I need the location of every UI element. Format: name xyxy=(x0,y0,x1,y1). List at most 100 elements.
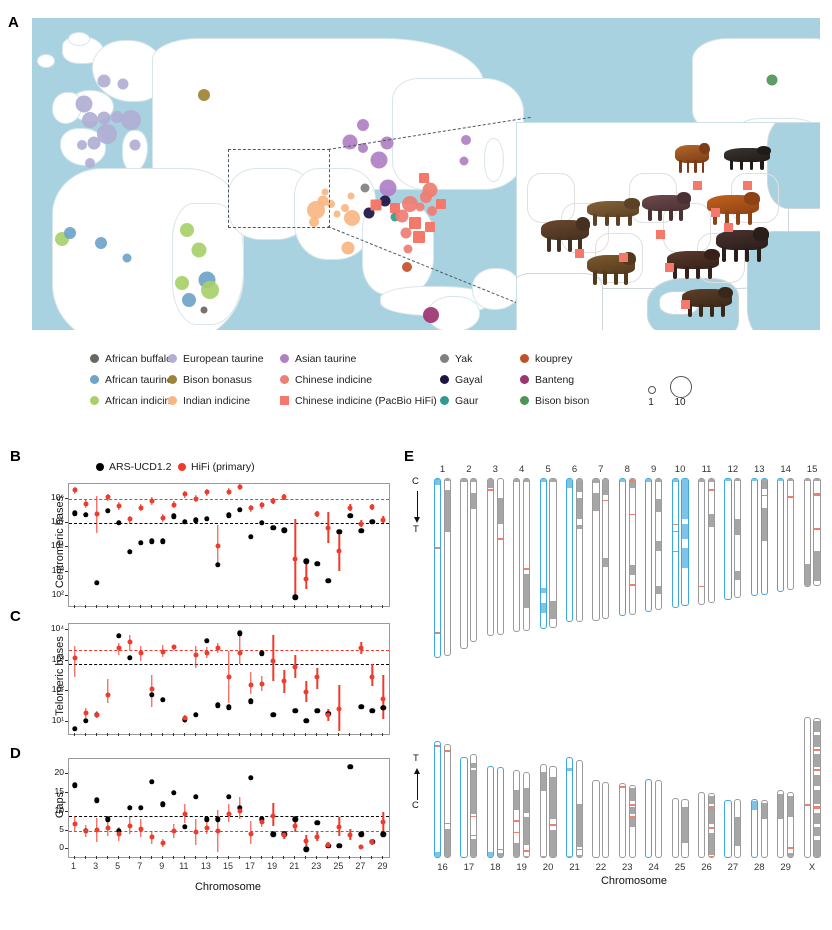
data-point xyxy=(347,763,354,770)
chromosome-ideogram xyxy=(777,478,785,592)
coverage-band xyxy=(778,479,784,482)
x-tick-label: 13 xyxy=(200,861,211,871)
gap-band xyxy=(672,523,678,526)
legend-item-label: Banteng xyxy=(535,373,575,386)
inset-landmass xyxy=(767,123,820,209)
legend-dot-marker xyxy=(90,375,99,384)
data-point xyxy=(292,708,298,714)
legend-dot-marker xyxy=(280,354,289,363)
chromosome-ideogram xyxy=(434,741,442,858)
legend-item-label: African taurine xyxy=(105,373,173,386)
coverage-band xyxy=(471,762,477,769)
data-point xyxy=(171,513,177,519)
chromosome-ideogram xyxy=(602,478,610,620)
data-point xyxy=(82,717,89,724)
y-tick-label: 15 xyxy=(54,785,64,796)
chromosome-ideogram xyxy=(486,478,494,637)
legend-item: Chinese indicine xyxy=(280,369,437,390)
map-sample-point xyxy=(342,134,358,150)
gap-band xyxy=(629,584,635,586)
coverage-band xyxy=(593,493,599,512)
data-point xyxy=(72,655,78,661)
size-legend-circle-large xyxy=(670,376,692,398)
data-point xyxy=(259,650,265,657)
x-tick-mark xyxy=(161,605,163,608)
chromosome-number-label: 25 xyxy=(674,862,686,873)
chromosome-ideogram xyxy=(750,478,758,597)
map-sample-point xyxy=(341,204,349,212)
coverage-band xyxy=(540,856,546,857)
data-point xyxy=(292,556,298,562)
chromosome-number-label: 19 xyxy=(516,862,527,873)
data-point xyxy=(138,805,144,811)
coverage-band xyxy=(487,851,493,857)
coverage-band xyxy=(603,479,609,495)
chromosome-number-label: 8 xyxy=(624,464,630,475)
data-point xyxy=(314,708,320,714)
map-inset-region-box xyxy=(228,149,330,228)
x-tick-mark xyxy=(239,856,241,859)
x-tick-mark xyxy=(150,856,152,859)
gap-band xyxy=(487,489,493,491)
coverage-band xyxy=(524,856,530,857)
chromosome-ideogram xyxy=(803,716,811,858)
cattle-leg xyxy=(624,270,629,286)
map-sample-point xyxy=(198,89,210,101)
data-point xyxy=(237,507,243,513)
cattle-photo xyxy=(724,143,771,171)
map-hifi-sample-marker xyxy=(390,203,400,213)
legend-item-label: kouprey xyxy=(535,352,573,365)
data-point xyxy=(380,819,386,825)
x-tick-mark xyxy=(316,856,318,859)
gap-band xyxy=(629,815,635,818)
coverage-band xyxy=(619,479,625,482)
legend-column: Asian taurine Chinese indicine Chinese ind… xyxy=(280,348,437,411)
map-sample-point xyxy=(129,139,141,151)
data-point xyxy=(270,712,276,718)
x-tick-mark xyxy=(371,856,373,859)
cattle-leg xyxy=(710,304,714,318)
chromosome-ideogram-panel: C T T C 1 2 3 4 5 6 7 8 9 10 11 12 13 14 15 16 17 18 19 20… xyxy=(406,450,832,900)
data-point xyxy=(237,808,243,814)
data-point xyxy=(369,504,375,510)
landmass-shape xyxy=(472,268,520,310)
data-point xyxy=(325,712,331,718)
coverage-band xyxy=(540,771,546,791)
data-point xyxy=(336,548,342,554)
chromosome-number-label: 18 xyxy=(490,862,501,873)
chart-legend-label: HiFi (primary) xyxy=(191,461,255,473)
legend-dot-marker xyxy=(440,375,449,384)
y-tick-mark xyxy=(65,659,68,661)
map-sample-point xyxy=(327,200,335,208)
chromosome-ideogram xyxy=(707,478,715,604)
y-tick-mark xyxy=(65,791,68,793)
legend-item: Bison bison xyxy=(520,390,589,411)
data-point xyxy=(358,831,365,838)
cattle-leg xyxy=(567,237,572,253)
data-point xyxy=(126,805,133,811)
chromosome-ideogram xyxy=(671,478,679,608)
data-point xyxy=(127,639,133,645)
chromosome-number-label: 9 xyxy=(651,464,657,475)
coverage-band xyxy=(603,558,609,567)
map-sample-point xyxy=(121,110,141,130)
coverage-band xyxy=(656,585,662,595)
chromosome-ideogram xyxy=(575,760,583,858)
chromosome-ideogram xyxy=(724,478,732,601)
map-sample-point xyxy=(380,136,394,150)
coverage-band xyxy=(629,788,635,802)
data-point xyxy=(369,674,375,680)
coverage-band xyxy=(761,856,767,857)
x-tick-mark xyxy=(228,856,229,859)
data-point xyxy=(149,834,155,840)
coverage-band xyxy=(593,479,599,484)
data-point xyxy=(171,790,177,796)
legend-dot-marker xyxy=(520,396,529,405)
coverage-band xyxy=(461,479,467,482)
map-sample-point xyxy=(347,192,355,200)
data-point xyxy=(182,811,188,817)
coverage-band xyxy=(751,479,757,482)
chromosome-number-label: 29 xyxy=(780,862,791,873)
data-point xyxy=(94,712,100,718)
data-point xyxy=(116,645,122,651)
